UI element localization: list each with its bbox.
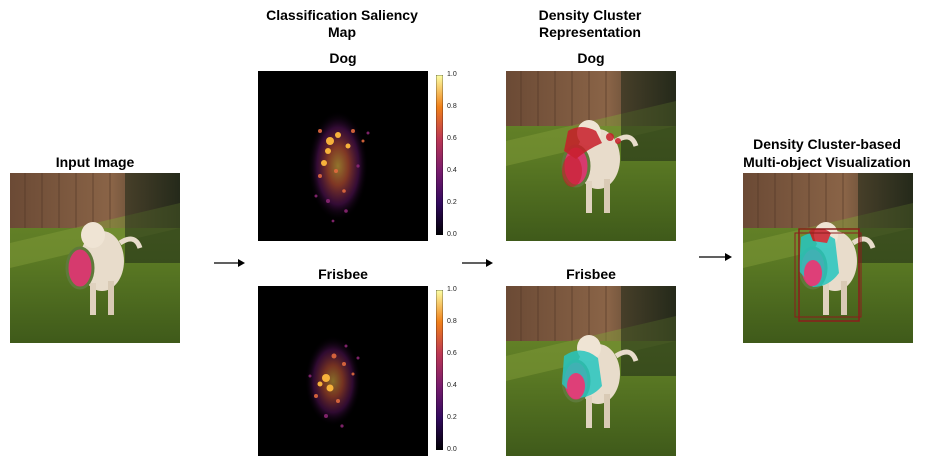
colorbar-frisbee-tick: 1.0 — [447, 286, 457, 293]
saliency-title-line2: Map — [328, 24, 356, 40]
colorbar-dog-tick: 0.4 — [447, 167, 457, 174]
colorbar-dog-tick: 0.0 — [447, 231, 457, 238]
saliency-frisbee-label: Frisbee — [318, 266, 368, 282]
colorbar-frisbee-tick: 0.0 — [447, 446, 457, 453]
saliency-dog-label: Dog — [329, 50, 357, 66]
final-title-line2: Multi-object Visualization — [743, 154, 911, 170]
final-title-line1: Density Cluster-based — [753, 136, 901, 152]
saliency-frisbee-map — [258, 286, 428, 456]
colorbar-frisbee-tick: 0.8 — [447, 318, 457, 325]
colorbar-frisbee-tick: 0.4 — [447, 382, 457, 389]
colorbar-dog-tick: 0.6 — [447, 135, 457, 142]
colorbar-frisbee-tick: 0.2 — [447, 414, 457, 421]
input-image — [10, 173, 180, 343]
density-frisbee-image — [506, 286, 676, 456]
density-dog-label: Dog — [577, 50, 605, 66]
saliency-dog-map — [258, 71, 428, 241]
colorbar-dog-tick: 0.2 — [447, 199, 457, 206]
density-title-line1: Density Cluster — [538, 7, 642, 23]
density-frisbee-label: Frisbee — [566, 266, 616, 282]
arrow-right-icon — [462, 259, 493, 267]
colorbar-dog-tick: 1.0 — [447, 71, 457, 78]
colorbar-dog-tick: 0.8 — [447, 103, 457, 110]
density-title-line2: Representation — [539, 24, 641, 40]
saliency-title-line1: Classification Saliency — [266, 7, 418, 23]
colorbar-frisbee-tick: 0.6 — [447, 350, 457, 357]
colorbar-frisbee — [435, 289, 444, 451]
arrow-right-icon — [214, 259, 245, 267]
arrow-right-icon — [699, 253, 732, 261]
final-visualization-image — [743, 173, 913, 343]
input-title: Input Image — [55, 154, 135, 170]
density-dog-image — [506, 71, 676, 241]
colorbar-dog — [435, 74, 444, 236]
